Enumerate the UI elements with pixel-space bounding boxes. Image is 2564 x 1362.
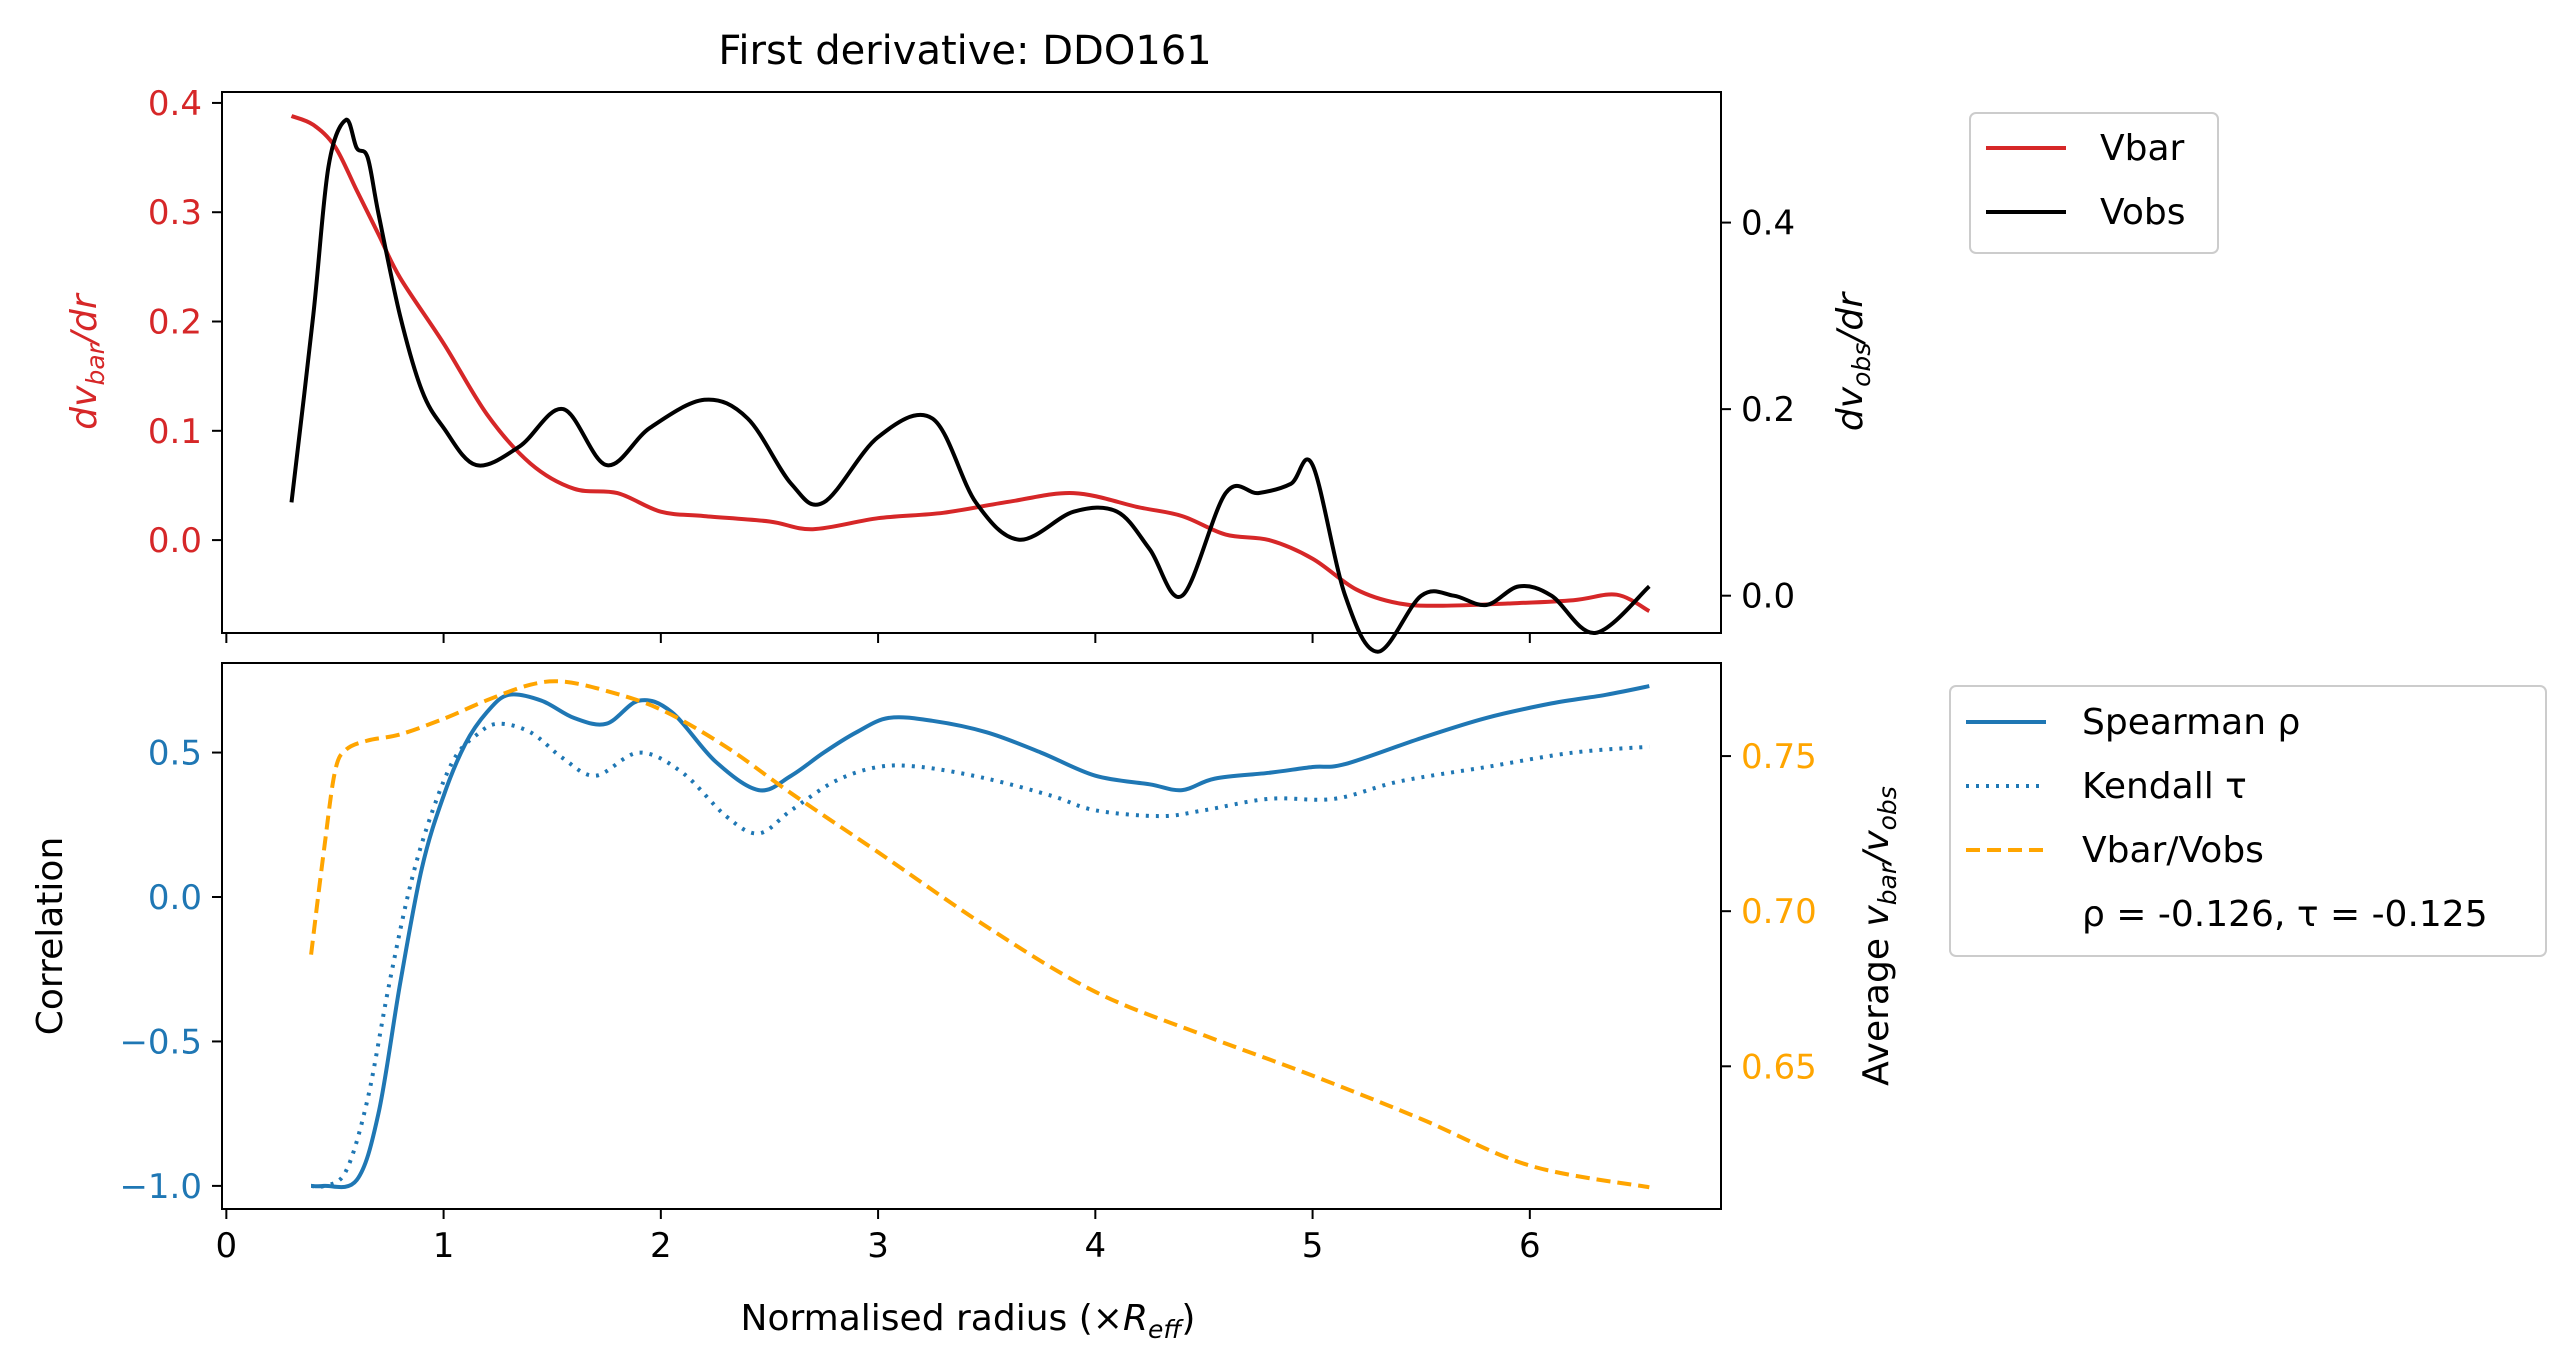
x-tick-label: 5 <box>1302 1226 1324 1266</box>
right-tick-label: 0.0 <box>1741 577 1795 617</box>
legend-label-kendall: Kendall τ <box>2082 766 2247 807</box>
right-tick-label: 0.70 <box>1741 892 1817 932</box>
left-tick-label: −0.5 <box>119 1022 202 1062</box>
bottom-plot-frame <box>221 662 1722 1210</box>
top-plot-frame <box>221 91 1722 634</box>
bottom-x-ticks: 0 1 2 3 4 5 6 <box>216 1209 1541 1266</box>
top-panel: First derivative: DDO161 0.4 0.3 0.2 0.1 0.0… <box>64 28 2219 654</box>
x-tick-label: 4 <box>1085 1226 1107 1266</box>
series-line-vbar <box>290 114 1651 613</box>
left-tick-label: 0.0 <box>148 878 202 918</box>
bottom-right-ylabel: Average vbar/vobs <box>1856 786 1902 1086</box>
left-tick-label: 0.3 <box>148 193 202 233</box>
top-left-ticks: 0.4 0.3 0.2 0.1 0.0 <box>148 84 222 561</box>
left-tick-label: −1.0 <box>119 1167 202 1207</box>
legend-label-vbar: Vbar <box>2100 128 2185 169</box>
bottom-left-ticks: 0.5 0.0 −0.5 −1.0 <box>119 734 222 1207</box>
left-tick-label: 0.2 <box>148 303 202 343</box>
series-line-vbar-vobs <box>309 679 1650 1190</box>
x-tick-label: 2 <box>650 1226 672 1266</box>
bottom-series-group <box>309 679 1650 1190</box>
right-tick-label: 0.65 <box>1741 1047 1817 1087</box>
bottom-right-ticks: 0.75 0.70 0.65 <box>1721 737 1817 1087</box>
x-tick-label: 1 <box>433 1226 455 1266</box>
legend-annotation: ρ = -0.126, τ = -0.125 <box>2082 894 2488 935</box>
right-tick-label: 0.2 <box>1741 390 1795 430</box>
left-tick-label: 0.5 <box>148 734 202 774</box>
legend-label-spearman: Spearman ρ <box>2082 702 2300 743</box>
right-tick-label: 0.4 <box>1741 204 1795 244</box>
x-tick-label: 0 <box>216 1226 238 1266</box>
top-right-ticks: 0.4 0.2 0.0 <box>1721 204 1795 617</box>
left-tick-label: 0.1 <box>148 412 202 452</box>
bottom-xlabel: Normalised radius (×Reff) <box>741 1298 1196 1344</box>
top-left-ylabel: dvbar/dr <box>64 292 110 430</box>
top-series-group <box>289 114 1651 654</box>
series-line-vobs <box>289 117 1651 654</box>
bottom-left-ylabel: Correlation <box>30 837 71 1036</box>
chart-title: First derivative: DDO161 <box>718 28 1211 74</box>
bottom-legend: Spearman ρ Kendall τ Vbar/Vobs ρ = -0.12… <box>1949 685 2547 957</box>
legend-label-vobs: Vobs <box>2100 192 2185 233</box>
top-right-ylabel: dvobs/dr <box>1830 291 1876 431</box>
x-tick-label: 3 <box>867 1226 889 1266</box>
left-tick-label: 0.0 <box>148 521 202 561</box>
top-x-ticks <box>225 633 1531 643</box>
bottom-legend-frame <box>1949 685 2547 957</box>
bottom-panel: 0.5 0.0 −0.5 −1.0 0.75 0.70 0.65 0 1 2 3 4 5 6 Corr… <box>30 662 2547 1344</box>
series-line-spearman <box>311 684 1650 1190</box>
right-tick-label: 0.75 <box>1741 737 1817 777</box>
x-tick-label: 6 <box>1519 1226 1541 1266</box>
legend-label-ratio: Vbar/Vobs <box>2082 830 2264 871</box>
left-tick-label: 0.4 <box>148 84 202 124</box>
top-legend: Vbar Vobs <box>1969 112 2219 254</box>
